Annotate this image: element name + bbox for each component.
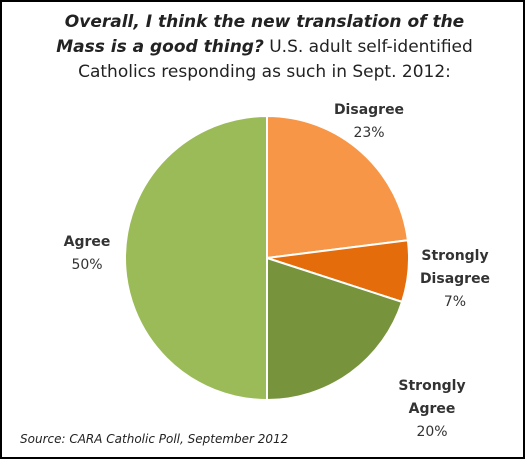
label-line: Disagree [334, 102, 404, 118]
value-label: 23% [353, 125, 384, 141]
value-label: 20% [416, 424, 447, 440]
pie-slice [266, 114, 409, 260]
slice-label: Disagree [334, 102, 404, 118]
chart-title: Overall, I think the new translation of … [56, 12, 465, 57]
chart-title-block: Overall, I think the new translation of … [42, 10, 487, 85]
label-line: Strongly [398, 378, 465, 394]
label-line: Disagree [420, 271, 490, 287]
value-label: 50% [71, 257, 102, 273]
pie-slice [124, 114, 268, 402]
label-line: Agree [409, 401, 456, 417]
slice-label: Agree [64, 234, 111, 250]
slice-label: Strongly Disagree [420, 248, 490, 287]
label-line: Strongly [421, 248, 488, 264]
chart-subtitle: U.S. adult self-identified Catholics res… [78, 37, 473, 82]
pie-slice [266, 256, 404, 402]
value-label: 7% [444, 294, 466, 310]
slice-label: Strongly Agree [398, 378, 465, 417]
source: Source: CARA Catholic Poll, September 20… [20, 432, 289, 446]
label-line: Agree [64, 234, 111, 250]
